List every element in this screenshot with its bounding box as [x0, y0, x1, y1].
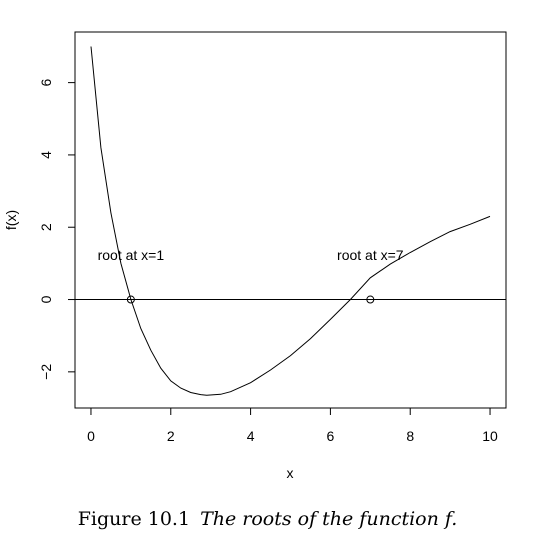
- x-tick-label: 8: [406, 428, 414, 444]
- figure-label: Figure 10.1: [77, 508, 191, 530]
- function-curve: [90, 46, 491, 396]
- x-tick-label: 2: [167, 428, 175, 444]
- root-point: [126, 295, 135, 304]
- x-axis-label: x: [287, 465, 294, 481]
- x-tick-label: 0: [87, 428, 95, 444]
- y-tick-label: 0: [38, 295, 54, 303]
- figure-title: The roots of the function f.: [200, 508, 458, 530]
- y-tick-label: 6: [38, 79, 54, 87]
- y-tick-label: 2: [38, 223, 54, 231]
- y-axis: −2 0 2 4 6: [38, 79, 76, 380]
- root-annotation: root at x=1: [98, 247, 165, 263]
- figure-caption: Figure 10.1 The roots of the function f.: [0, 508, 535, 530]
- y-tick-label: 4: [38, 151, 54, 159]
- x-axis: 0 2 4 6 8 10: [87, 407, 498, 444]
- root-annotation: root at x=7: [337, 247, 404, 263]
- root-markers: [126, 295, 375, 304]
- x-tick-label: 4: [247, 428, 255, 444]
- x-tick-label: 10: [482, 428, 498, 444]
- plot-frame: [74, 31, 507, 409]
- root-annotations: root at x=1 root at x=7: [98, 247, 404, 263]
- y-axis-label: f(x): [3, 210, 19, 230]
- y-tick-label: −2: [38, 364, 54, 380]
- x-tick-label: 6: [327, 428, 335, 444]
- root-point: [366, 295, 375, 304]
